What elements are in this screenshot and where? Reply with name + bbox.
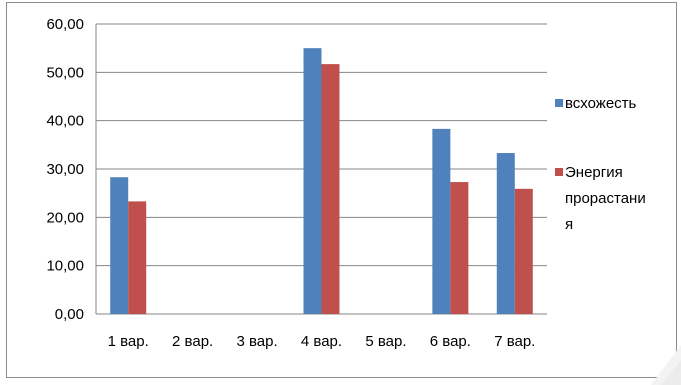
y-tick-label: 0,00 [55, 306, 84, 323]
y-tick-label: 50,00 [46, 64, 84, 81]
legend-swatch-vskhozhest [555, 99, 563, 107]
bar-vskhozhest [432, 128, 451, 314]
bar-chart: 0,00 10,00 20,00 30,00 40,00 50,00 60,00 1 вар… [46, 16, 646, 350]
bar-energiya [128, 201, 147, 314]
y-axis: 0,00 10,00 20,00 30,00 40,00 50,00 60,00 [46, 16, 97, 323]
y-tick-label: 60,00 [46, 16, 84, 33]
y-tick-label: 40,00 [46, 113, 84, 130]
y-tick-label: 10,00 [46, 258, 84, 275]
x-axis: 1 вар. 2 вар. 3 вар. 4 вар. 5 вар. 6 вар. 7 ва… [108, 333, 536, 350]
legend-swatch-energiya [555, 168, 563, 176]
x-tick-label: 7 вар. [494, 333, 535, 350]
legend: всхожесть Энергия прорастани я [555, 95, 646, 233]
bar-vskhozhest [496, 153, 515, 314]
x-tick-label: 4 вар. [301, 333, 342, 350]
x-tick-label: 6 вар. [430, 333, 471, 350]
bar-vskhozhest [110, 177, 129, 314]
legend-label-energiya-line: я [565, 216, 573, 233]
x-tick-label: 5 вар. [365, 333, 406, 350]
corner-watermark [591, 315, 681, 385]
chart-frame: 0,00 10,00 20,00 30,00 40,00 50,00 60,00 1 вар… [6, 2, 677, 378]
bar-energiya [514, 188, 533, 314]
bar-energiya [321, 64, 340, 314]
legend-label-vskhozhest: всхожесть [565, 95, 637, 112]
x-tick-label: 2 вар. [172, 333, 213, 350]
legend-label-energiya-line: прорастани [565, 190, 646, 207]
bar-energiya [450, 182, 469, 314]
bar-vskhozhest [303, 48, 322, 315]
y-tick-label: 30,00 [46, 161, 84, 178]
legend-label-energiya-line: Энергия [565, 164, 623, 181]
y-tick-label: 20,00 [46, 209, 84, 226]
x-tick-label: 3 вар. [236, 333, 277, 350]
x-tick-label: 1 вар. [108, 333, 149, 350]
bars [110, 48, 533, 315]
